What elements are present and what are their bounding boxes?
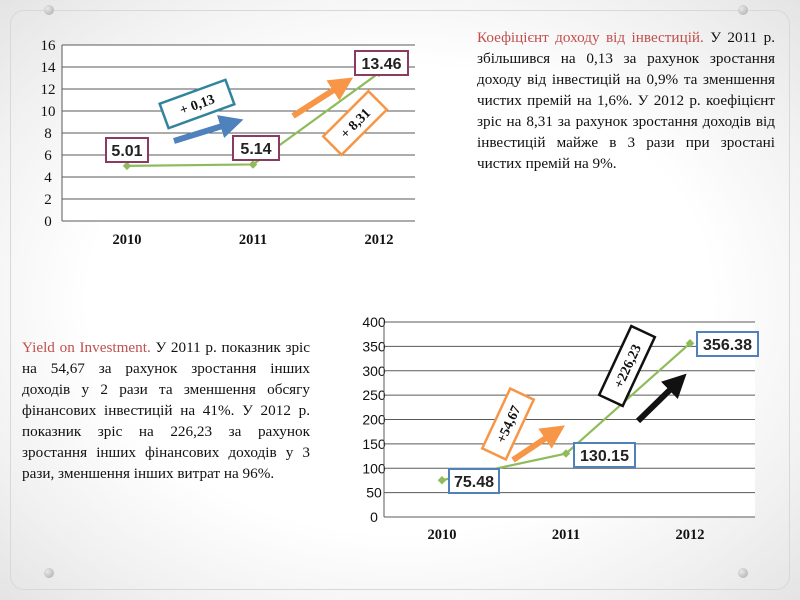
data-label: 356.38 <box>703 337 752 354</box>
x-tick-label: 2011 <box>552 527 580 543</box>
data-label: 5.14 <box>240 141 271 158</box>
y-tick-label: 350 <box>362 338 386 354</box>
y-tick-label: 10 <box>41 104 56 120</box>
y-tick-label: 100 <box>362 460 386 476</box>
data-point <box>248 160 258 169</box>
y-tick-label: 16 <box>41 38 57 54</box>
slide-frame <box>10 10 790 590</box>
change-box <box>480 386 536 462</box>
y-tick-label: 14 <box>41 60 57 76</box>
text-2-body: У 2011 р. показник зріс на 54,67 за раху… <box>22 339 310 482</box>
y-tick-label: 0 <box>44 214 52 230</box>
data-label-box <box>354 50 409 76</box>
corner-dot-bottom-right <box>738 568 748 578</box>
change-callout: + 8,31 <box>321 89 389 157</box>
data-label: 13.46 <box>361 56 401 73</box>
data-point <box>561 449 571 458</box>
change-callout: + 0,13 <box>158 78 236 130</box>
y-tick-label: 400 <box>362 314 386 330</box>
y-tick-label: 0 <box>370 509 378 525</box>
y-tick-label: 8 <box>44 126 52 142</box>
y-tick-label: 2 <box>44 192 52 208</box>
data-point <box>437 475 447 485</box>
change-box <box>158 78 236 130</box>
y-tick-label: 200 <box>362 412 386 428</box>
yield-on-investment-text: Yield on Investment. У 2011 р. показник … <box>22 337 310 484</box>
investment-income-ratio-text: Коефіцієнт доходу від інвестицій. У 2011… <box>477 27 775 174</box>
trend-arrow <box>291 77 354 119</box>
data-point <box>685 339 695 348</box>
corner-dot-top-left <box>44 5 54 15</box>
data-label-box <box>232 135 280 161</box>
trend-arrow <box>173 115 244 144</box>
change-box <box>321 89 389 157</box>
y-tick-label: 150 <box>362 436 386 452</box>
change-box <box>597 324 657 408</box>
corner-dot-bottom-left <box>44 568 54 578</box>
data-label-box <box>448 468 500 494</box>
text-1-lead: Коефіцієнт доходу від інвестицій. <box>477 29 704 46</box>
y-tick-label: 6 <box>44 148 52 164</box>
y-tick-label: 250 <box>362 387 386 403</box>
x-tick-label: 2012 <box>676 527 705 543</box>
y-tick-label: 4 <box>44 170 52 186</box>
y-tick-label: 300 <box>362 363 386 379</box>
corner-dot-top-right <box>738 5 748 15</box>
y-tick-label: 12 <box>41 82 56 98</box>
data-label: 75.48 <box>454 474 494 491</box>
x-tick-label: 2012 <box>365 232 394 248</box>
y-tick-label: 50 <box>366 485 382 501</box>
data-label-box <box>105 137 149 163</box>
text-2-lead: Yield on Investment. <box>22 339 151 356</box>
data-label: 130.15 <box>580 448 629 465</box>
data-label-box <box>696 331 759 357</box>
data-label-box <box>573 442 636 468</box>
trend-arrow <box>635 373 687 424</box>
x-tick-label: 2011 <box>239 232 267 248</box>
trend-arrow <box>511 425 565 463</box>
text-1-body: У 2011 р. збільшився на 0,13 за рахунок … <box>477 29 775 172</box>
x-tick-label: 2010 <box>428 527 457 543</box>
data-label: 5.01 <box>111 143 142 160</box>
x-tick-label: 2010 <box>113 232 142 248</box>
data-point <box>122 161 132 171</box>
